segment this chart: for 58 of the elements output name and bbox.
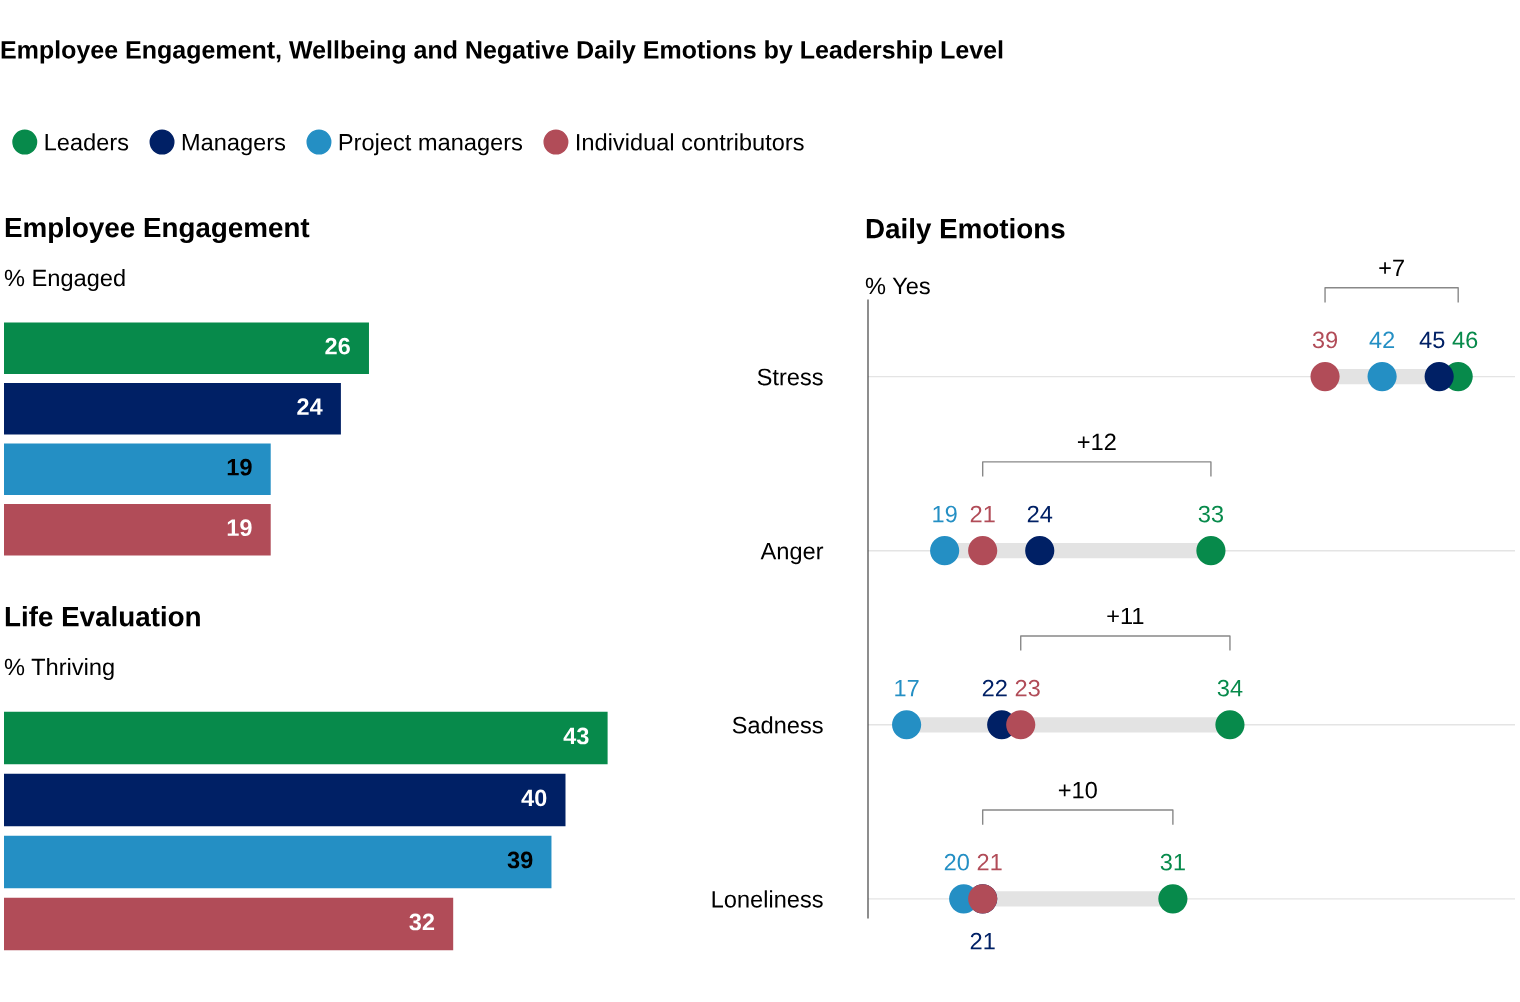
point bbox=[1310, 362, 1340, 392]
point bbox=[968, 536, 998, 566]
annotation: +10 bbox=[1058, 781, 1097, 799]
y-tick-label: Stress bbox=[757, 368, 823, 386]
legend-label: Project managers bbox=[339, 133, 523, 156]
data-label: 45 bbox=[1419, 331, 1445, 349]
data-label: 39 bbox=[1312, 331, 1338, 349]
bar bbox=[4, 773, 566, 827]
point bbox=[1025, 536, 1055, 566]
data-label: 31 bbox=[1160, 853, 1185, 871]
legend-label: Managers bbox=[182, 134, 286, 156]
legend-label: Leaders bbox=[45, 133, 129, 151]
y-tick-label: Anger bbox=[760, 542, 824, 565]
data-label: 22 bbox=[982, 679, 1007, 697]
annotation: % Yes bbox=[865, 277, 930, 295]
data-label: 32 bbox=[409, 913, 435, 931]
y-tick-label: Sadness bbox=[732, 716, 823, 734]
point bbox=[892, 710, 922, 740]
data-label: 21 bbox=[970, 932, 995, 950]
data-label: 20 bbox=[944, 853, 969, 871]
annotation: +11 bbox=[1107, 607, 1144, 625]
chart-title: Life Evaluation bbox=[5, 606, 200, 627]
point bbox=[1367, 362, 1397, 392]
annotation: +12 bbox=[1077, 433, 1116, 451]
point bbox=[1006, 710, 1036, 740]
y-tick-label: Loneliness bbox=[712, 890, 823, 908]
bar bbox=[4, 897, 454, 951]
point bbox=[1424, 362, 1454, 392]
data-label: 34 bbox=[1217, 679, 1243, 697]
data-label: 17 bbox=[895, 680, 919, 697]
data-label: 33 bbox=[1198, 505, 1224, 523]
text: % Thriving bbox=[4, 657, 114, 680]
data-label: 21 bbox=[970, 505, 995, 523]
data-label: 19 bbox=[227, 458, 252, 476]
data-label: 21 bbox=[977, 853, 1002, 871]
point bbox=[1196, 536, 1226, 566]
legend-label: Individual contributors bbox=[577, 133, 804, 151]
data-label: 43 bbox=[563, 727, 589, 745]
data-label: 24 bbox=[1027, 505, 1053, 523]
data-label: 26 bbox=[325, 337, 350, 355]
text: Employee Engagement, Wellbeing and Negative Daily Emotions by Leadership Level bbox=[1, 40, 1003, 64]
data-label: 46 bbox=[1452, 331, 1478, 349]
chart-title: Daily Emotions bbox=[866, 218, 1065, 244]
data-label: 19 bbox=[227, 519, 252, 537]
data-label: 42 bbox=[1369, 331, 1395, 349]
data-label: 39 bbox=[507, 851, 533, 869]
data-label: 24 bbox=[297, 398, 323, 415]
point bbox=[1158, 884, 1188, 914]
point bbox=[1215, 710, 1245, 740]
text: +7 bbox=[1379, 259, 1404, 276]
data-label: 19 bbox=[933, 505, 957, 523]
bar bbox=[4, 835, 552, 889]
data-label: 40 bbox=[521, 789, 547, 807]
text: % Engaged bbox=[4, 269, 125, 291]
chart-subtitle: Employee Engagement bbox=[5, 216, 310, 244]
point bbox=[930, 536, 960, 566]
data-label: 23 bbox=[1015, 679, 1040, 697]
bar bbox=[4, 711, 608, 765]
